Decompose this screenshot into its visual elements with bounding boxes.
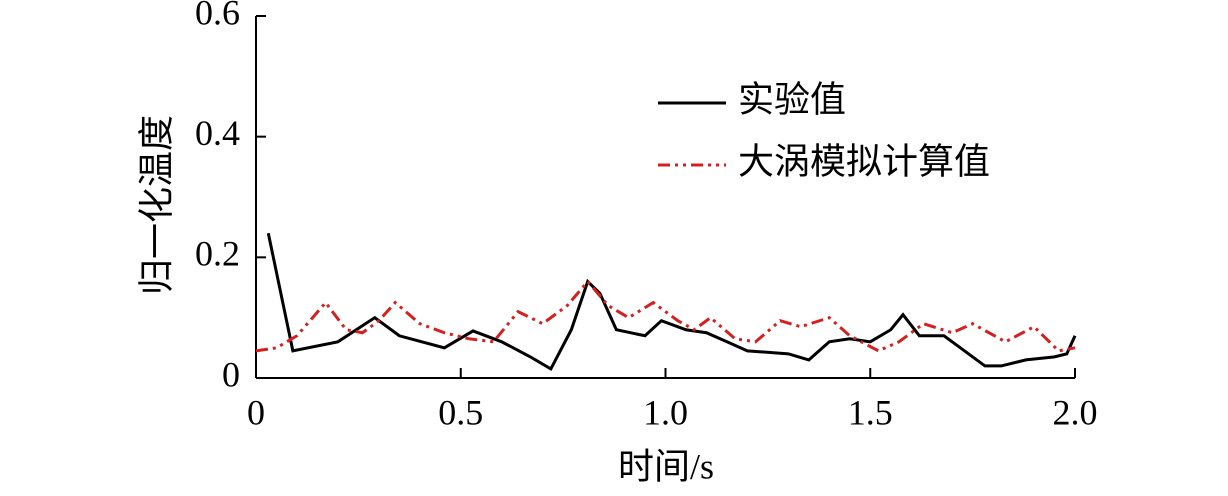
data-line bbox=[266, 232, 1077, 372]
data-line bbox=[255, 279, 1076, 353]
x-tick-label: 1.5 bbox=[848, 392, 893, 432]
x-tick-label: 0 bbox=[247, 392, 265, 432]
y-tick-label: 0.4 bbox=[195, 113, 240, 153]
x-tick-label: 1.0 bbox=[643, 392, 688, 432]
y-tick-label: 0.2 bbox=[195, 234, 240, 274]
y-tick-label: 0 bbox=[222, 354, 240, 394]
y-tick-label: 0.6 bbox=[195, 0, 240, 32]
x-tick-label: 0.5 bbox=[438, 392, 483, 432]
x-axis-label: 时间/s bbox=[618, 446, 714, 486]
legend-label: 大涡模拟计算值 bbox=[738, 141, 990, 181]
x-tick-label: 2.0 bbox=[1053, 392, 1098, 432]
legend-label: 实验值 bbox=[738, 79, 846, 119]
y-axis-label: 归一化温度 bbox=[136, 115, 176, 295]
